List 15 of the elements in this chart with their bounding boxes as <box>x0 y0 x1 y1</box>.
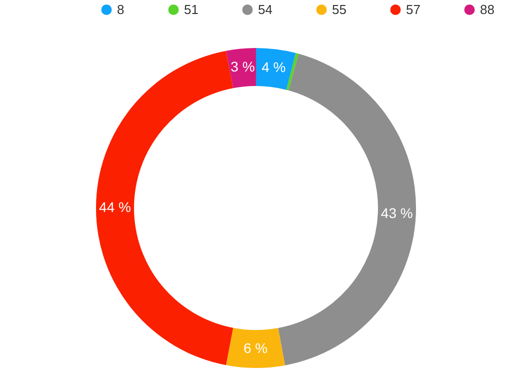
legend-label: 88 <box>480 2 494 17</box>
legend-label: 57 <box>406 2 420 17</box>
legend-label: 8 <box>117 2 124 17</box>
donut-slice <box>226 48 256 88</box>
legend-label: 55 <box>332 2 346 17</box>
data-label: 4 % <box>262 59 286 76</box>
donut-slice <box>256 48 296 90</box>
data-label: 6 % <box>243 340 268 356</box>
data-label: 43 % <box>380 205 413 222</box>
legend-label: 51 <box>184 2 198 17</box>
data-label: 3 % <box>230 58 255 75</box>
legend-label: 54 <box>258 2 272 17</box>
donut-slice <box>226 328 285 368</box>
data-label: 44 % <box>99 199 131 215</box>
donut-slice <box>286 53 299 90</box>
